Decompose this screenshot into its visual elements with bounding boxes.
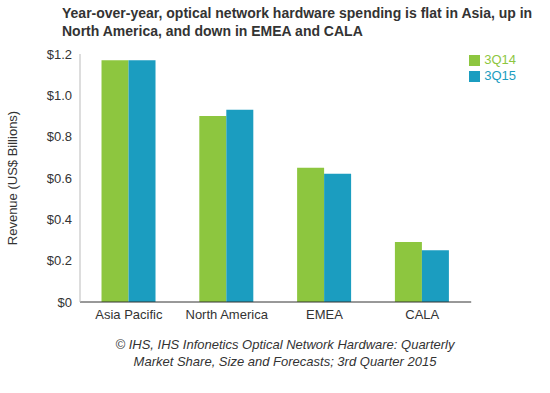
svg-text:EMEA: EMEA — [306, 307, 343, 322]
html-text:© IHS, IHS Infonetics Optical: © IHS, IHS Infonetics Optical Network Ha… — [115, 337, 455, 369]
html-text:Year-over-year, optical networ: Year-over-year, optical network hardware… — [62, 5, 533, 39]
svg-text:Asia Pacific: Asia Pacific — [95, 307, 163, 322]
html-text:3Q15: 3Q15 — [484, 68, 516, 83]
svg-text:CALA: CALA — [405, 307, 439, 322]
svg-text:$0.6: $0.6 — [47, 171, 72, 186]
html-text:3Q14: 3Q14 — [484, 52, 516, 67]
svg-text:$1.2: $1.2 — [47, 47, 72, 62]
svg-text:$0.8: $0.8 — [47, 129, 72, 144]
svg-text:North America: North America — [186, 307, 269, 322]
svg-text:$0: $0 — [58, 295, 72, 310]
svg-text:$0.2: $0.2 — [47, 253, 72, 268]
svg-text:Revenue (US$ Billions): Revenue (US$ Billions) — [8, 111, 20, 245]
svg-text:$1.0: $1.0 — [47, 88, 72, 103]
svg-text:$0.4: $0.4 — [47, 212, 72, 227]
